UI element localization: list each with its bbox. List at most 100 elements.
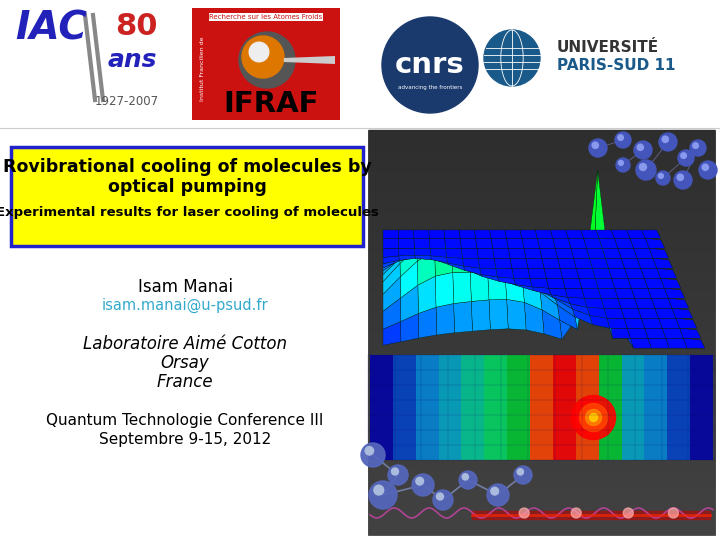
Polygon shape xyxy=(452,251,470,272)
Circle shape xyxy=(659,173,663,178)
Polygon shape xyxy=(624,268,644,278)
Polygon shape xyxy=(505,275,524,302)
Polygon shape xyxy=(418,307,436,338)
Polygon shape xyxy=(644,328,666,338)
Polygon shape xyxy=(584,238,602,248)
Polygon shape xyxy=(680,328,701,338)
Circle shape xyxy=(365,447,374,455)
Circle shape xyxy=(572,395,616,440)
Polygon shape xyxy=(653,258,672,268)
Polygon shape xyxy=(400,247,417,259)
Polygon shape xyxy=(634,248,653,258)
Polygon shape xyxy=(613,319,634,348)
Polygon shape xyxy=(567,298,587,307)
Polygon shape xyxy=(551,295,570,303)
Text: Laboratoire Aimé Cotton: Laboratoire Aimé Cotton xyxy=(83,335,287,353)
Circle shape xyxy=(616,158,630,172)
Polygon shape xyxy=(416,245,433,253)
Polygon shape xyxy=(413,230,429,238)
Polygon shape xyxy=(415,255,431,260)
Polygon shape xyxy=(436,303,454,335)
Polygon shape xyxy=(584,298,604,308)
Polygon shape xyxy=(593,268,611,278)
Polygon shape xyxy=(383,248,399,258)
Polygon shape xyxy=(400,248,418,277)
Polygon shape xyxy=(631,288,652,298)
Polygon shape xyxy=(486,261,505,275)
Circle shape xyxy=(681,153,686,158)
Circle shape xyxy=(690,140,706,156)
Polygon shape xyxy=(662,328,683,338)
Circle shape xyxy=(634,141,652,159)
Circle shape xyxy=(462,474,469,480)
Polygon shape xyxy=(487,273,507,300)
Polygon shape xyxy=(524,248,541,258)
Polygon shape xyxy=(570,303,590,315)
Polygon shape xyxy=(598,288,618,298)
Polygon shape xyxy=(575,232,595,329)
Polygon shape xyxy=(624,318,644,328)
Circle shape xyxy=(662,136,668,143)
Circle shape xyxy=(239,32,295,88)
Circle shape xyxy=(639,164,647,171)
Text: Rovibrational cooling of molecules by: Rovibrational cooling of molecules by xyxy=(3,158,372,176)
Polygon shape xyxy=(660,278,681,288)
Circle shape xyxy=(382,17,478,113)
Circle shape xyxy=(580,403,608,431)
Polygon shape xyxy=(466,262,484,276)
Polygon shape xyxy=(649,248,669,258)
Polygon shape xyxy=(450,246,468,262)
Polygon shape xyxy=(528,268,546,278)
Text: IAC: IAC xyxy=(15,10,87,48)
Polygon shape xyxy=(621,258,641,268)
Polygon shape xyxy=(470,272,489,301)
Polygon shape xyxy=(383,298,400,329)
Polygon shape xyxy=(558,258,576,268)
Polygon shape xyxy=(520,230,537,238)
Text: 1927-2007: 1927-2007 xyxy=(95,95,159,108)
Polygon shape xyxy=(430,248,446,257)
Text: UNIVERSITÉ: UNIVERSITÉ xyxy=(557,40,659,55)
Polygon shape xyxy=(505,230,522,238)
Text: Experimental results for laser cooling of molecules: Experimental results for laser cooling o… xyxy=(0,206,379,219)
Polygon shape xyxy=(611,278,631,288)
Polygon shape xyxy=(476,238,492,248)
Polygon shape xyxy=(553,355,576,460)
Polygon shape xyxy=(400,247,417,264)
Circle shape xyxy=(589,139,607,157)
Text: advancing the frontiers: advancing the frontiers xyxy=(398,85,462,90)
Polygon shape xyxy=(434,242,452,252)
Polygon shape xyxy=(415,252,433,259)
Polygon shape xyxy=(555,299,575,317)
Polygon shape xyxy=(429,238,446,248)
Polygon shape xyxy=(630,338,652,348)
Polygon shape xyxy=(284,56,335,64)
Polygon shape xyxy=(618,298,638,308)
Polygon shape xyxy=(446,257,464,266)
Circle shape xyxy=(514,466,532,484)
Circle shape xyxy=(374,485,384,495)
Polygon shape xyxy=(435,251,453,276)
Polygon shape xyxy=(601,298,621,308)
Polygon shape xyxy=(393,355,415,460)
Circle shape xyxy=(677,174,683,180)
Polygon shape xyxy=(630,238,649,248)
Polygon shape xyxy=(480,268,498,277)
Text: Quantum Technologie Conference III: Quantum Technologie Conference III xyxy=(46,413,324,428)
Polygon shape xyxy=(449,260,466,271)
Polygon shape xyxy=(489,299,508,330)
Text: ans: ans xyxy=(108,48,158,72)
Polygon shape xyxy=(464,266,481,274)
Polygon shape xyxy=(431,259,449,265)
Text: Isam Manai: Isam Manai xyxy=(138,278,233,296)
Polygon shape xyxy=(485,261,503,272)
Polygon shape xyxy=(667,355,690,460)
Polygon shape xyxy=(431,256,447,263)
Polygon shape xyxy=(472,300,490,331)
Polygon shape xyxy=(447,263,464,271)
Circle shape xyxy=(249,42,269,62)
Polygon shape xyxy=(508,248,526,258)
Polygon shape xyxy=(648,288,668,298)
Polygon shape xyxy=(433,245,450,260)
Polygon shape xyxy=(652,298,672,308)
